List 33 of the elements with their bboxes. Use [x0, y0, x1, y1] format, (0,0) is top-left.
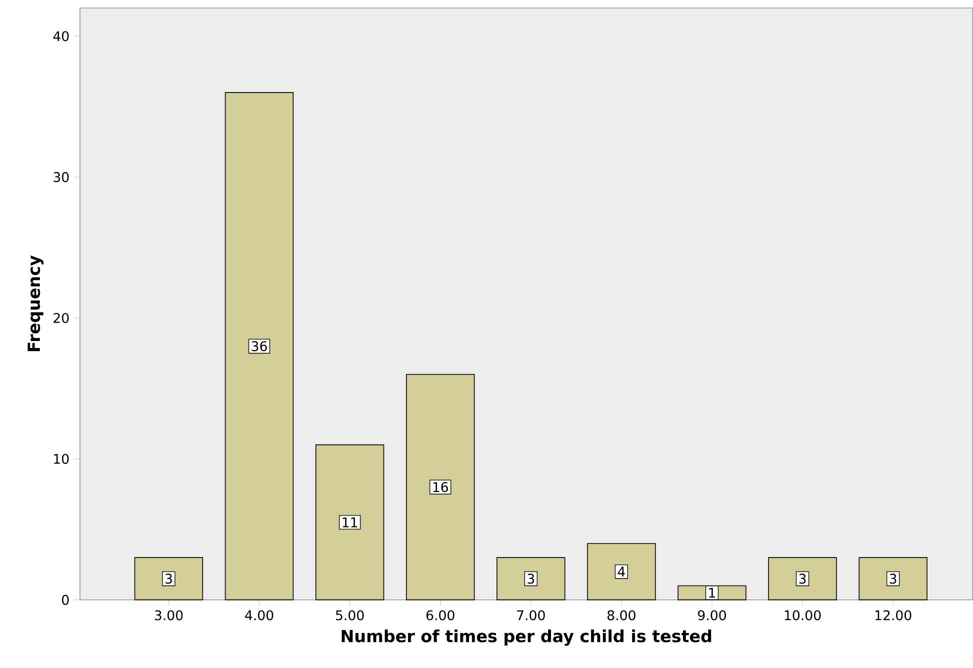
- x-tick-label: 3.00: [154, 610, 183, 620]
- data-label: 16: [433, 482, 448, 492]
- data-label: 3: [890, 574, 896, 584]
- x-tick-label: 4.00: [245, 610, 274, 620]
- x-tick-label: 12.00: [875, 610, 912, 620]
- x-tick-label: 9.00: [698, 610, 726, 620]
- x-tick-label: 7.00: [517, 610, 545, 620]
- y-tick-label: 10: [54, 454, 69, 464]
- y-tick-label: 20: [54, 313, 69, 324]
- data-label: 11: [342, 518, 358, 528]
- data-label: 36: [252, 341, 267, 352]
- bar: [224, 92, 294, 600]
- x-tick-label: 6.00: [426, 610, 454, 620]
- data-label: 3: [166, 574, 172, 584]
- y-tick-label: 30: [54, 172, 69, 182]
- data-label: 1: [709, 588, 715, 598]
- bar: [496, 557, 566, 600]
- bar: [315, 444, 384, 600]
- x-tick-label: 5.00: [336, 610, 364, 620]
- data-label: 3: [528, 574, 534, 584]
- data-label: 4: [618, 566, 625, 577]
- x-tick-label: 8.00: [607, 610, 636, 620]
- data-label: 3: [799, 574, 806, 584]
- bar: [406, 374, 475, 600]
- x-tick-label: 10.00: [784, 610, 821, 620]
- y-tick-label: 40: [53, 31, 69, 42]
- y-axis-title: Frequency: [28, 256, 44, 352]
- bar: [134, 557, 204, 600]
- y-tick-label: 0: [62, 594, 69, 605]
- bar: [587, 543, 656, 600]
- bar: [768, 557, 837, 600]
- x-axis-title: Number of times per day child is tested: [342, 630, 712, 646]
- bar: [858, 557, 928, 600]
